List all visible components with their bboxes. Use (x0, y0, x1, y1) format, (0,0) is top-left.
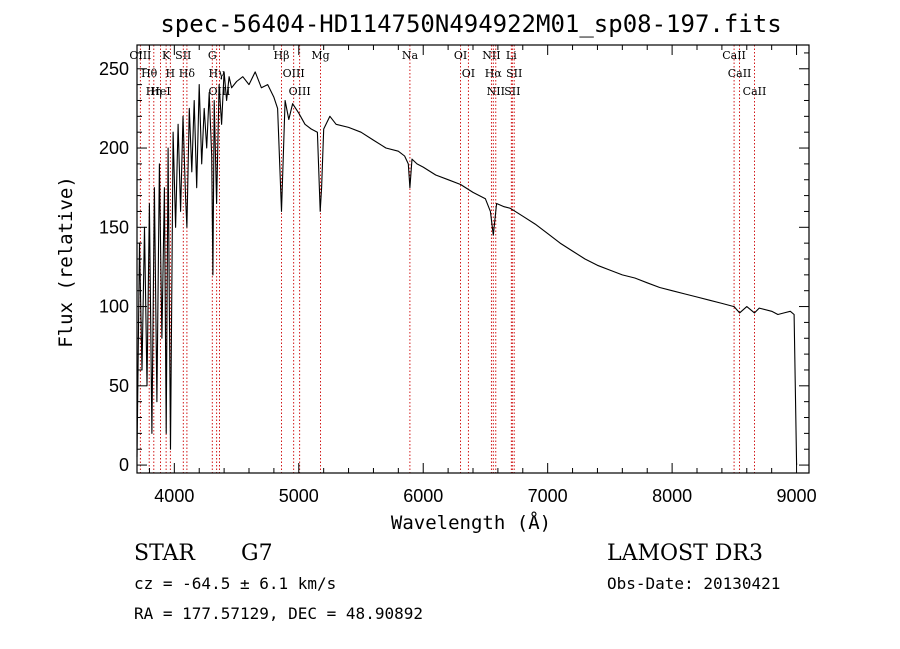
redshift-text: cz = -64.5 ± 6.1 km/s (134, 574, 336, 593)
reference-line-label: SII (506, 67, 522, 80)
reference-line-label: Hβ (274, 49, 290, 62)
y-tick-label: 0 (119, 455, 129, 475)
y-axis-label: Flux (relative) (55, 176, 77, 348)
reference-line-label: SII (175, 49, 191, 62)
reference-line-label: Hδ (179, 67, 196, 80)
reference-line-label: Hγ (209, 67, 226, 80)
reference-line-label: OIII (283, 67, 305, 80)
x-axis-ticks: 4000 5000 6000 7000 8000 9000 (148, 45, 817, 506)
reference-line-label: G (208, 49, 217, 62)
reference-line-label: OIII (129, 49, 151, 62)
spectral-subclass: G7 (241, 541, 273, 566)
reference-lines (139, 45, 755, 473)
reference-line-label: NII (487, 85, 505, 98)
reference-line-label: OI (454, 49, 467, 62)
y-tick-label: 100 (99, 297, 129, 317)
reference-line-label: Li (506, 49, 517, 62)
reference-line-label: SII (504, 85, 520, 98)
y-tick-label: 200 (99, 138, 129, 158)
survey-name: LAMOST DR3 (607, 541, 763, 566)
reference-line-label: Hθ (141, 67, 158, 80)
x-tick-label: 6000 (403, 486, 443, 506)
y-tick-label: 250 (99, 59, 129, 79)
reference-line-label: CaII (722, 49, 746, 62)
reference-line-label: OI (462, 67, 475, 80)
chart-title: spec-56404-HD114750N494922M01_sp08-197.f… (160, 10, 781, 38)
reference-line-label: Na (402, 49, 419, 62)
x-axis-label: Wavelength (Å) (391, 511, 551, 534)
reference-line-label: NII (482, 49, 500, 62)
reference-line-label: Hη (146, 85, 162, 98)
coordinates-text: RA = 177.57129, DEC = 48.90892 (134, 604, 423, 623)
x-tick-label: 4000 (154, 486, 194, 506)
reference-line-label: CaII (743, 85, 767, 98)
x-tick-label: 9000 (777, 486, 817, 506)
reference-line-label: Hα (485, 67, 503, 80)
reference-line-label: CaII (728, 67, 752, 80)
y-tick-label: 150 (99, 217, 129, 237)
object-class: STAR (134, 541, 196, 566)
reference-line-label: OIII (289, 85, 311, 98)
spectrum-line (136, 71, 798, 466)
obs-date-text: Obs-Date: 20130421 (607, 574, 780, 593)
reference-line-label: K (162, 49, 171, 62)
y-tick-label: 50 (109, 376, 129, 396)
reference-line-label: H (166, 67, 176, 80)
x-tick-label: 7000 (528, 486, 568, 506)
plot-frame (136, 44, 810, 474)
x-tick-label: 8000 (652, 486, 692, 506)
y-axis-ticks: 0 50 100 150 200 250 (99, 52, 809, 475)
x-tick-label: 5000 (279, 486, 319, 506)
reference-line-label: Mg (311, 49, 329, 62)
reference-line-label: HeI (150, 85, 170, 98)
